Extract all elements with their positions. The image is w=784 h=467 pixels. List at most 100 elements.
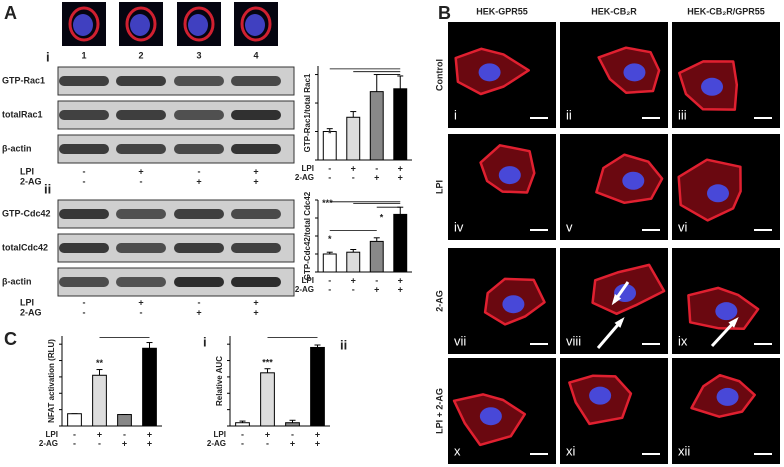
row-label: 2-AG <box>39 439 58 448</box>
annotation: ** <box>96 358 104 368</box>
cell-nucleus <box>130 14 150 36</box>
row-sign: + <box>398 275 403 285</box>
arrow-head <box>611 294 622 306</box>
sub-label: ii <box>340 337 347 352</box>
treatment-sign: - <box>83 297 86 307</box>
row-sign: + <box>351 275 356 285</box>
cell-nucleus <box>245 14 265 36</box>
row-sign: + <box>351 163 356 173</box>
row-sign: + <box>398 284 403 294</box>
row-label: LPI <box>214 430 226 439</box>
treatment-sign: - <box>198 166 201 176</box>
row-sign: + <box>398 163 403 173</box>
row-sign: - <box>123 429 126 439</box>
treatment-sign: + <box>138 297 143 307</box>
bar <box>346 116 361 161</box>
row-sign: - <box>73 438 76 448</box>
micrograph-numeral: vi <box>678 219 688 234</box>
row-label: 2-AG <box>295 173 314 182</box>
treatment-label: 2-AG <box>20 176 42 186</box>
row-sign: + <box>374 172 379 182</box>
sub-label: i <box>46 49 50 64</box>
panel-letter: B <box>438 3 451 23</box>
micrograph-numeral: iii <box>678 107 687 122</box>
row-sign: + <box>147 429 152 439</box>
row-sign: - <box>328 275 331 285</box>
blot-band <box>231 243 281 253</box>
row-sign: - <box>291 429 294 439</box>
treatment-sign: + <box>253 176 258 186</box>
row-label: 2-AG <box>207 439 226 448</box>
row-sign: + <box>315 438 320 448</box>
blot-label: β-actin <box>2 276 32 286</box>
row-sign: - <box>266 438 269 448</box>
bar <box>260 372 275 427</box>
bar <box>117 414 132 427</box>
annotation: * <box>328 234 332 244</box>
bar <box>142 347 157 427</box>
blot-label: totalCdc42 <box>2 242 48 252</box>
treatment-sign: + <box>138 166 143 176</box>
annotation: * <box>380 212 384 222</box>
nucleus <box>478 63 501 82</box>
treatment-sign: + <box>196 176 201 186</box>
cell-nucleus <box>188 14 208 36</box>
annotation: * <box>328 129 332 139</box>
row-sign: + <box>374 284 379 294</box>
y-axis-label: NFAT activation (RLU) <box>47 339 56 423</box>
cell-membrane <box>68 6 100 42</box>
lane-number: 2 <box>138 50 143 60</box>
micrograph-numeral: viii <box>566 333 581 348</box>
row-sign: - <box>375 275 378 285</box>
treatment-sign: - <box>140 307 143 317</box>
row-header: LPI + 2-AG <box>434 388 444 434</box>
column-header: HEK-CB₂R <box>591 6 637 16</box>
blot-band <box>59 277 109 287</box>
treatment-sign: + <box>253 297 258 307</box>
treatment-sign: - <box>83 307 86 317</box>
bar <box>346 251 361 273</box>
bar <box>322 131 337 161</box>
nucleus <box>706 184 729 203</box>
micrograph-numeral: vii <box>454 333 466 348</box>
row-sign: + <box>398 172 403 182</box>
row-sign: - <box>73 429 76 439</box>
nucleus <box>479 407 502 426</box>
row-sign: - <box>241 429 244 439</box>
blot-band <box>174 243 224 253</box>
micrograph-numeral: iv <box>454 219 464 234</box>
column-header: HEK-GPR55 <box>476 6 528 16</box>
cell-nucleus <box>73 14 93 36</box>
row-sign: - <box>328 163 331 173</box>
bar <box>235 422 250 427</box>
cell-membrane <box>183 6 215 42</box>
panel-letter: C <box>4 329 17 349</box>
row-sign: - <box>98 438 101 448</box>
arrow-head <box>614 316 625 328</box>
nucleus <box>716 387 739 406</box>
nucleus <box>622 171 645 190</box>
bar <box>369 91 384 161</box>
sub-label: i <box>203 334 207 349</box>
annotation: *** <box>262 357 273 367</box>
micrograph-numeral: i <box>454 107 457 122</box>
row-sign: - <box>241 438 244 448</box>
nucleus <box>701 77 724 96</box>
blot-band <box>174 277 224 287</box>
blot-band <box>116 76 166 86</box>
row-sign: + <box>97 429 102 439</box>
nucleus <box>623 63 646 82</box>
row-sign: - <box>375 163 378 173</box>
row-header: LPI <box>434 180 444 194</box>
bar <box>67 413 82 427</box>
blot-band <box>59 243 109 253</box>
row-label: LPI <box>46 430 58 439</box>
micrograph-numeral: xi <box>566 443 576 458</box>
blot-band <box>231 76 281 86</box>
micrograph-numeral: xii <box>678 443 690 458</box>
annotation: *** <box>322 198 333 208</box>
blot-band <box>116 277 166 287</box>
micrograph-numeral: x <box>454 443 461 458</box>
blot-band <box>174 144 224 154</box>
